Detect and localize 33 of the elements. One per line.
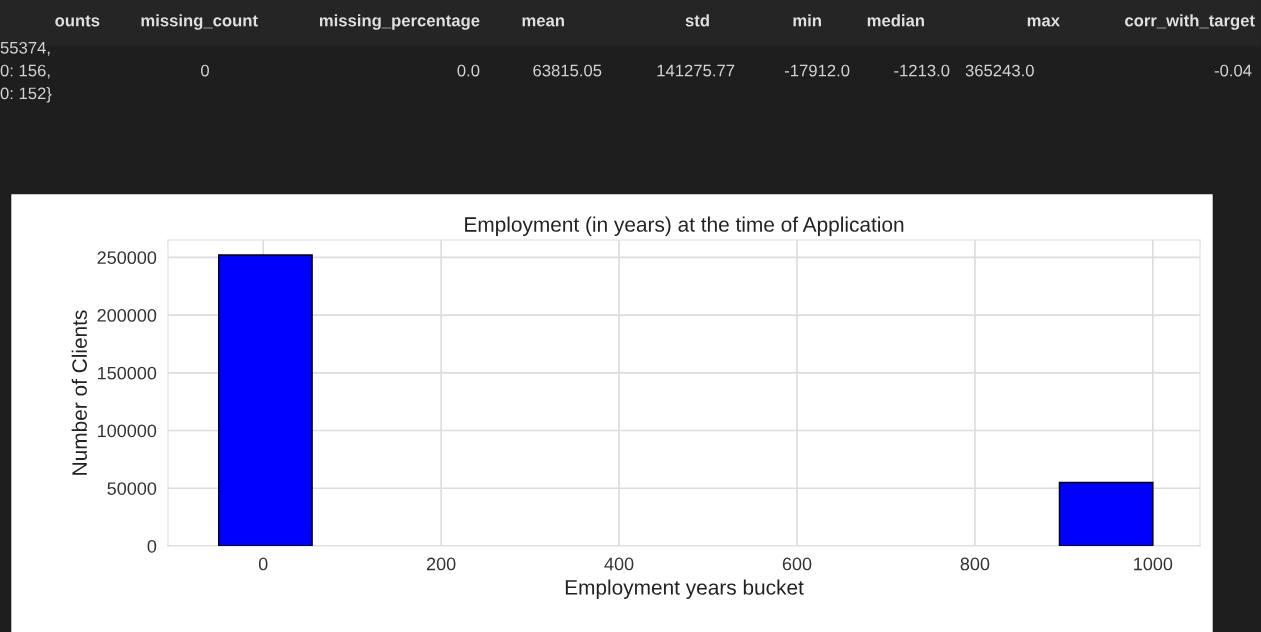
- y-tick-label: 0: [147, 539, 157, 553]
- x-tick-label: 200: [426, 557, 456, 571]
- text: 55374, 0: 156, 0: 152}: [0, 41, 52, 103]
- text: ounts: [55, 15, 100, 27]
- text: corr_with_target: [1125, 14, 1255, 30]
- text: min: [793, 14, 821, 27]
- text: -1213.0: [894, 64, 950, 77]
- text: max: [1027, 17, 1060, 27]
- y-tick-label: 200000: [97, 308, 157, 322]
- x-axis-title: Employment years bucket: [565, 579, 804, 599]
- text: 0.0: [457, 64, 480, 77]
- y-tick-label: 150000: [98, 366, 157, 380]
- x-tick-label: 0: [258, 557, 268, 571]
- text: -0.04: [1214, 64, 1252, 77]
- y-tick-label: 250000: [97, 251, 157, 265]
- x-tick-label: 1000: [1134, 557, 1173, 571]
- text: 141275.77: [657, 64, 735, 77]
- text: 0: [201, 64, 209, 77]
- text: 63815.05: [533, 64, 602, 77]
- text: missing_percentage: [319, 14, 480, 30]
- y-axis-title: Number of Clients: [71, 310, 87, 475]
- x-tick-label: 400: [604, 557, 634, 571]
- text: mean: [522, 17, 564, 27]
- text: std: [685, 14, 709, 27]
- chart-title: Employment (in years) at the time of Application: [465, 216, 904, 236]
- x-tick-label: 600: [782, 557, 812, 571]
- text: median: [867, 14, 924, 27]
- y-tick-label: 50000: [107, 482, 157, 495]
- x-tick-label: 800: [960, 557, 990, 571]
- text: -17912.0: [784, 64, 850, 77]
- text: 365243.0: [965, 64, 1034, 77]
- text: missing_count: [141, 14, 258, 30]
- y-tick-label: 100000: [98, 424, 157, 438]
